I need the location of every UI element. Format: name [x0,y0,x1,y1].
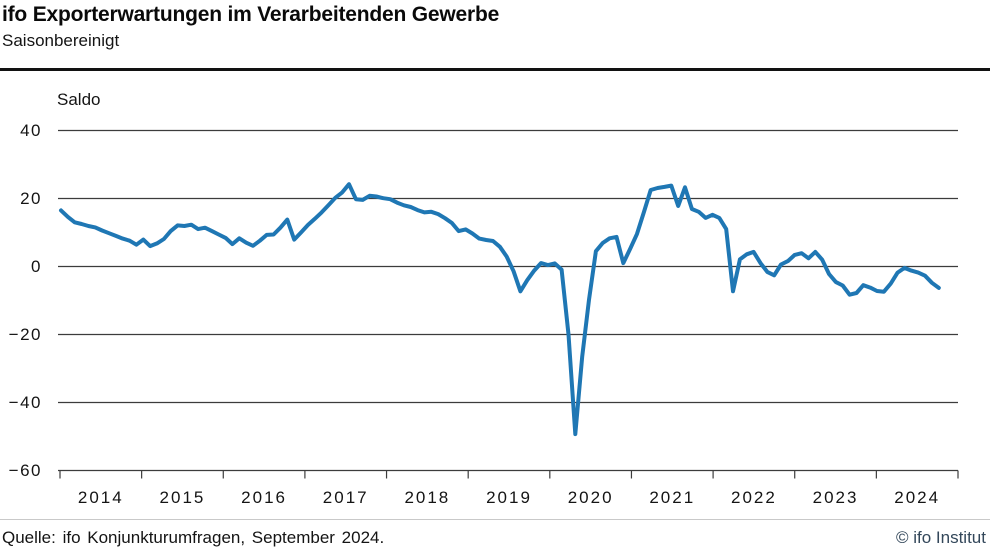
y-tick-label: −20 [8,324,42,344]
y-tick-label: 20 [20,188,42,208]
x-tick-label: 2016 [241,488,287,507]
x-tick-label: 2017 [322,488,369,507]
data-line-export-expectations [59,182,941,437]
y-axis-unit-label: Saldo [57,90,101,109]
source-note: Quelle: ifo Konjunkturumfragen, Septembe… [2,528,385,547]
y-tick-label: 40 [20,120,42,140]
y-tick-label: −60 [8,460,42,480]
x-tick-label: 2022 [730,488,777,507]
copyright-note: © ifo Institut [895,528,986,547]
x-tick-label: 2015 [159,488,206,507]
x-tick-label: 2020 [567,488,614,507]
chart-subtitle: Saisonbereinigt [2,31,120,50]
x-tick-label: 2014 [77,488,124,507]
x-tick-label: 2019 [486,488,532,507]
footer-divider [0,519,990,520]
x-tick-label: 2021 [649,488,696,507]
x-tick-label: 2018 [404,488,451,507]
x-tick-label: 2023 [812,488,859,507]
title-divider [0,68,990,71]
y-tick-label: −40 [8,392,42,412]
chart-title: ifo Exporterwartungen im Verarbeitenden … [2,3,500,26]
y-tick-label: 0 [31,256,42,276]
x-tick-label: 2024 [894,488,941,507]
